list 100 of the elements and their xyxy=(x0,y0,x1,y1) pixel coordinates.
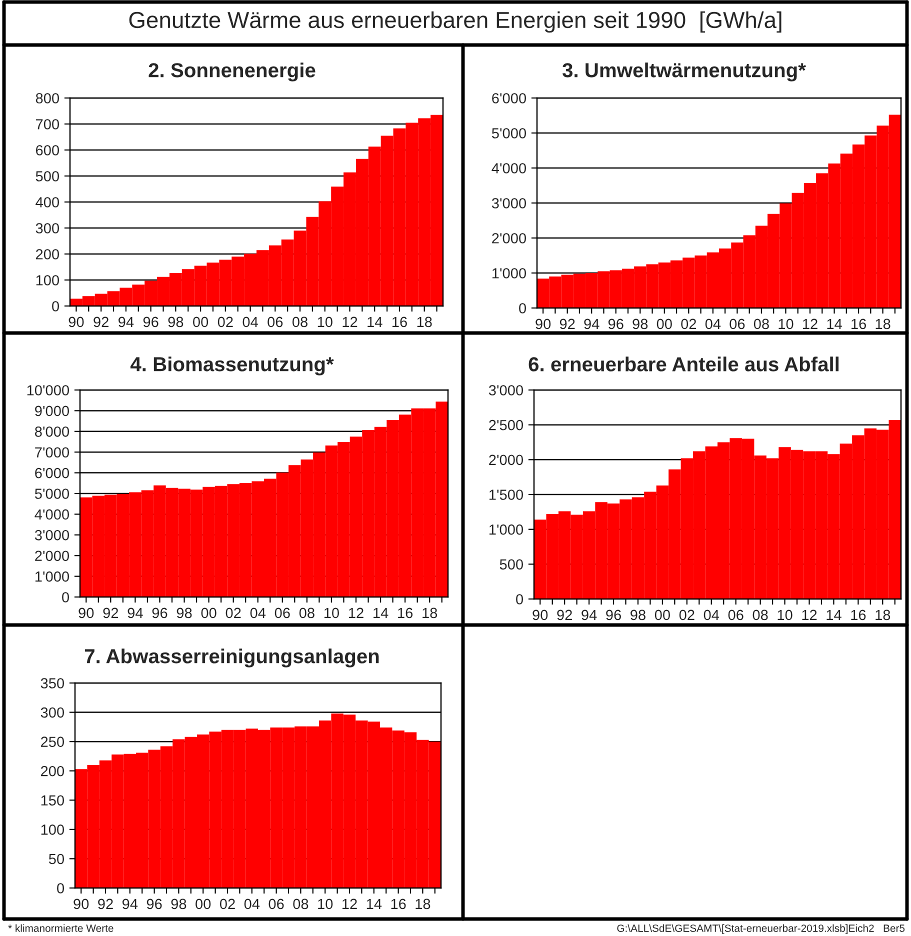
x-tick-label: 02 xyxy=(226,608,241,618)
y-tick-label: 9'000 xyxy=(35,406,70,416)
x-tick-label: 04 xyxy=(704,610,720,620)
y-tick-label: 0 xyxy=(519,303,526,314)
x-tick-label: 08 xyxy=(752,610,768,620)
y-tick-label: 500 xyxy=(36,171,60,182)
x-tick-label: 18 xyxy=(417,316,432,328)
x-tick-label: 98 xyxy=(171,898,186,910)
y-tick-label: 2'000 xyxy=(489,454,524,466)
y-tick-label: 2'500 xyxy=(489,420,524,430)
y-tick-label: 4'000 xyxy=(34,509,70,520)
x-tick-label: 08 xyxy=(293,898,308,910)
y-tick-label: 100 xyxy=(41,824,64,835)
x-tick-label: 00 xyxy=(196,898,211,910)
y-tick-label: 250 xyxy=(40,736,64,747)
x-tick-label: 02 xyxy=(681,318,696,330)
x-tick-label: 96 xyxy=(606,610,621,620)
x-tick-label: 98 xyxy=(168,316,184,328)
x-tick-label: 96 xyxy=(146,898,162,910)
y-tick-label: 10'000 xyxy=(27,385,70,396)
x-tick-label: 96 xyxy=(152,608,168,618)
x-tick-label: 10 xyxy=(318,898,333,910)
y-tick-label: 0 xyxy=(62,592,70,602)
y-tick-label: 2'000 xyxy=(492,233,526,244)
x-tick-label: 92 xyxy=(98,898,113,910)
y-tick-label: 200 xyxy=(36,249,60,260)
text: Genutzte Wärme aus erneuerbaren Energien seit 1990 [GWh/a] xyxy=(129,11,782,33)
x-tick-label: 94 xyxy=(128,608,143,618)
y-tick-label: 150 xyxy=(41,795,64,806)
x-tick-label: 06 xyxy=(268,898,284,910)
y-tick-label: 0 xyxy=(57,883,64,894)
x-tick-label: 02 xyxy=(220,898,235,910)
x-tick-label: 08 xyxy=(754,318,769,330)
x-tick-label: 90 xyxy=(68,316,84,328)
chart-title: 4. Biomassenutzung* xyxy=(130,356,334,376)
x-tick-label: 14 xyxy=(366,898,382,909)
y-tick-label: 600 xyxy=(36,145,60,156)
x-tick-label: 94 xyxy=(582,610,597,620)
y-tick-label: 50 xyxy=(48,854,64,864)
y-tick-label: 300 xyxy=(40,707,64,718)
y-tick-label: 1'500 xyxy=(489,490,524,500)
x-tick-label: 06 xyxy=(728,610,744,620)
x-tick-label: 10 xyxy=(318,316,332,328)
y-tick-label: 0 xyxy=(516,594,524,604)
y-tick-label: 6'000 xyxy=(492,93,526,104)
x-tick-label: 06 xyxy=(730,318,745,330)
x-tick-label: 16 xyxy=(391,898,406,910)
chart-title: 7. Abwasserreinigungsanlagen xyxy=(84,648,379,668)
y-tick-label: 200 xyxy=(40,766,64,776)
x-tick-label: 12 xyxy=(803,318,818,329)
x-tick-label: 96 xyxy=(608,318,624,330)
x-tick-label: 06 xyxy=(274,608,290,618)
x-tick-label: 16 xyxy=(852,318,866,330)
y-tick-label: 500 xyxy=(500,559,524,570)
x-tick-label: 12 xyxy=(342,898,357,909)
y-tick-label: 8'000 xyxy=(34,426,70,437)
x-tick-label: 14 xyxy=(368,316,382,327)
y-tick-label: 4'000 xyxy=(492,163,526,174)
x-tick-label: 08 xyxy=(299,608,314,618)
x-tick-label: 16 xyxy=(851,610,866,620)
x-tick-label: 92 xyxy=(560,318,575,330)
y-tick-label: 3'000 xyxy=(488,385,524,396)
x-tick-label: 02 xyxy=(218,316,233,328)
x-tick-label: 98 xyxy=(632,318,648,330)
x-tick-label: 94 xyxy=(118,316,134,328)
x-tick-label: 98 xyxy=(176,608,192,618)
x-tick-label: 00 xyxy=(654,610,670,620)
x-tick-label: 10 xyxy=(778,610,792,620)
x-tick-label: 18 xyxy=(876,318,890,330)
x-tick-label: 14 xyxy=(826,610,842,620)
y-tick-label: 800 xyxy=(36,93,60,104)
y-tick-label: 1'000 xyxy=(489,524,524,535)
x-tick-label: 00 xyxy=(201,608,216,618)
x-tick-label: 90 xyxy=(536,318,551,330)
x-tick-label: 98 xyxy=(630,610,646,620)
y-tick-label: 5'000 xyxy=(34,488,70,499)
x-tick-label: 16 xyxy=(392,316,407,328)
x-tick-label: 12 xyxy=(349,608,364,618)
x-tick-label: 92 xyxy=(103,608,118,618)
x-tick-label: 12 xyxy=(342,316,358,327)
chart-title: 6. erneuerbare Anteile aus Abfall xyxy=(528,356,839,372)
x-tick-label: 04 xyxy=(244,898,260,910)
x-tick-label: 18 xyxy=(876,610,890,620)
x-tick-label: 90 xyxy=(74,898,89,910)
y-tick-label: 7'000 xyxy=(35,447,70,458)
y-tick-label: 400 xyxy=(36,197,60,208)
y-tick-label: 700 xyxy=(36,119,60,130)
x-tick-label: 08 xyxy=(292,316,308,328)
y-tick-label: 3'000 xyxy=(492,198,526,208)
x-tick-label: 18 xyxy=(422,608,438,618)
x-tick-label: 18 xyxy=(416,898,430,910)
chart-title: 3. Umweltwärmenutzung* xyxy=(562,62,806,82)
y-tick-label: 6'000 xyxy=(35,468,70,478)
x-tick-label: 90 xyxy=(532,610,548,620)
x-tick-label: 04 xyxy=(705,318,721,330)
y-tick-label: 350 xyxy=(40,678,64,688)
chart-title: 2. Sonnenenergie xyxy=(148,62,316,82)
x-tick-label: 92 xyxy=(94,316,108,328)
y-tick-label: 5'000 xyxy=(492,128,526,138)
x-tick-label: 00 xyxy=(193,316,208,328)
